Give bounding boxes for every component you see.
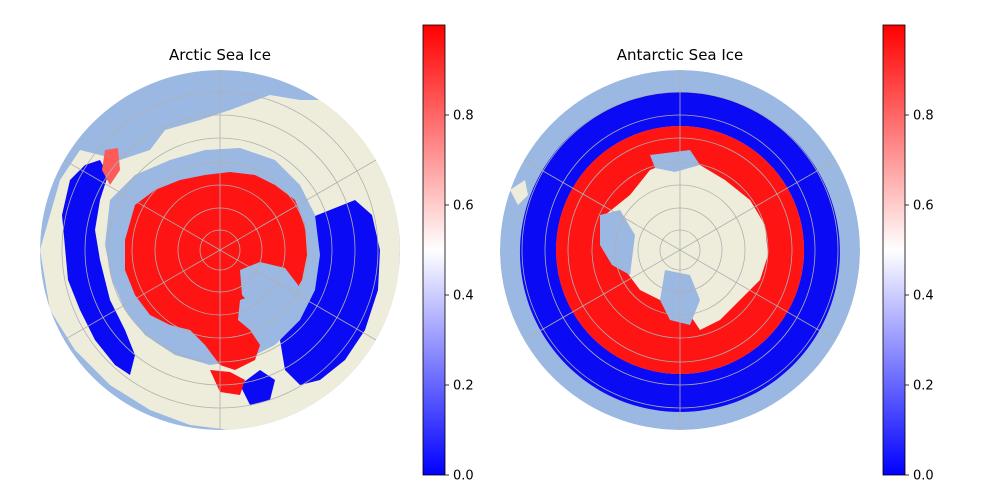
antarctic-south-america-tip — [510, 180, 528, 205]
arctic-colorbar-tick-label: 0.6 — [453, 199, 474, 214]
antarctic-map-title: Antarctic Sea Ice — [616, 46, 744, 64]
antarctic-colorbar-tick-label: 0.2 — [913, 379, 934, 394]
arctic-low-ice-south — [240, 370, 275, 405]
antarctic-colorbar-tick-label: 0.8 — [913, 109, 934, 124]
arctic-colorbar-tick-label: 0.4 — [453, 289, 474, 304]
antarctic-graticule — [521, 70, 839, 430]
arctic-high-ice-fringe — [210, 370, 245, 395]
arctic-colorbar-tick-label: 0.8 — [453, 109, 474, 124]
arctic-high-ice-greenland — [102, 148, 120, 185]
antarctic-colorbar-tick-label: 0.6 — [913, 199, 934, 214]
arctic-colorbar: 0.0 0.2 0.4 0.6 0.8 — [422, 24, 474, 484]
antarctic-colorbar-tick-label: 0.0 — [913, 469, 934, 484]
antarctic-ross-sea — [600, 210, 635, 275]
antarctic-continent — [605, 160, 768, 330]
arctic-map-title: Arctic Sea Ice — [168, 46, 272, 64]
arctic-graticule — [61, 70, 379, 430]
antarctic-colorbar: 0.0 0.2 0.4 0.6 0.8 — [882, 24, 934, 484]
arctic-colorbar-tick-label: 0.2 — [453, 379, 474, 394]
antarctic-peninsula-cut — [650, 150, 700, 172]
antarctic-colorbar-tick-label: 0.4 — [913, 289, 934, 304]
arctic-low-ice-west — [62, 160, 135, 375]
arctic-colorbar-tick-label: 0.0 — [453, 469, 474, 484]
